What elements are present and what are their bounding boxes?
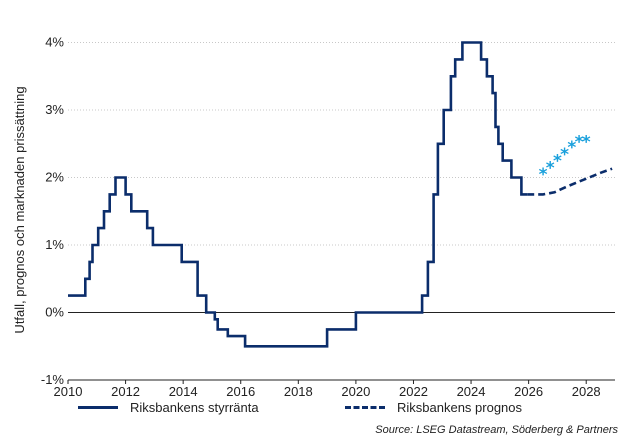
x-tick-label: 2026 — [514, 384, 543, 399]
legend-item-styrranta: Riksbankens styrränta — [78, 400, 259, 415]
y-axis-ticks: -1% 0% 1% 2% 3% 4% — [41, 35, 65, 388]
y-tick-label: 3% — [45, 102, 64, 117]
x-tick-label: 2024 — [457, 384, 486, 399]
x-tick-label: 2020 — [341, 384, 370, 399]
market-pricing-point: * — [567, 138, 576, 158]
legend-swatch-solid — [78, 406, 118, 409]
x-tick-label: 2028 — [572, 384, 601, 399]
source-note: Source: LSEG Datastream, Söderberg & Par… — [375, 424, 618, 436]
legend-swatch-dashed — [345, 406, 385, 409]
x-tick-label: 2018 — [284, 384, 313, 399]
x-tick-label: 2010 — [54, 384, 83, 399]
series-line-prognos — [527, 167, 613, 196]
market-pricing-point: * — [539, 165, 548, 185]
y-tick-label: 0% — [45, 305, 64, 320]
x-axis-ticks: 2010 2012 2014 2016 2018 2020 2022 2024 2026 2028 — [54, 379, 615, 399]
market-pricing-point: * — [553, 152, 562, 172]
x-tick-label: 2022 — [399, 384, 428, 399]
market-pricing-point: * — [560, 145, 569, 165]
y-tick-label: -1% — [41, 372, 65, 387]
legend-label-styrranta: Riksbankens styrränta — [130, 400, 259, 415]
y-tick-label: 4% — [45, 35, 64, 50]
y-axis-label: Utfall, prognos och marknaden prissättni… — [12, 86, 27, 333]
market-pricing-point: * — [582, 133, 591, 153]
x-tick-label: 2016 — [226, 384, 255, 399]
x-tick-label: 2012 — [111, 384, 140, 399]
x-tick-label: 2014 — [169, 384, 198, 399]
series-line-styrranta — [68, 41, 528, 348]
y-tick-label: 1% — [45, 237, 64, 252]
market-pricing-point: * — [546, 158, 555, 178]
legend-item-prognos: Riksbankens prognos — [345, 400, 522, 415]
market-pricing-point: * — [575, 133, 584, 153]
y-tick-label: 2% — [45, 170, 64, 185]
legend-label-prognos: Riksbankens prognos — [397, 400, 523, 415]
series-layer: ******* — [68, 41, 613, 348]
